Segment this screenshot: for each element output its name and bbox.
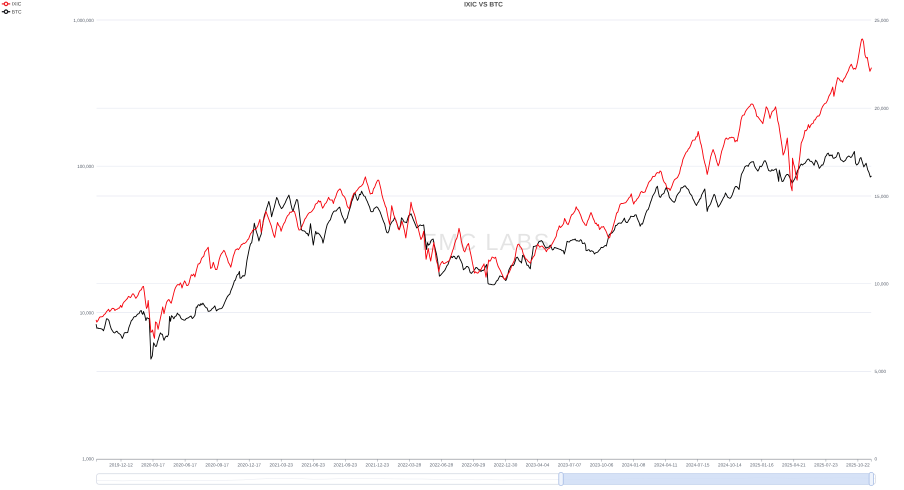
- svg-text:10,000: 10,000: [80, 310, 94, 315]
- svg-text:2020-12-17: 2020-12-17: [237, 462, 261, 467]
- svg-text:IXIC VS BTC: IXIC VS BTC: [464, 2, 503, 9]
- svg-text:2022-12-30: 2022-12-30: [494, 462, 518, 467]
- svg-text:IXIC: IXIC: [12, 2, 22, 8]
- svg-text:2023-07-07: 2023-07-07: [558, 462, 582, 467]
- svg-text:2022-06-28: 2022-06-28: [430, 462, 454, 467]
- svg-text:2021-12-23: 2021-12-23: [366, 462, 390, 467]
- svg-text:2023-10-06: 2023-10-06: [590, 462, 614, 467]
- svg-text:2025-04-21: 2025-04-21: [782, 462, 806, 467]
- svg-text:1,000: 1,000: [82, 457, 94, 462]
- svg-text:2024-04-11: 2024-04-11: [654, 462, 678, 467]
- svg-text:2020-06-17: 2020-06-17: [173, 462, 197, 467]
- svg-text:15,000: 15,000: [875, 194, 889, 199]
- svg-text:2020-09-17: 2020-09-17: [205, 462, 229, 467]
- svg-text:EMC LABS: EMC LABS: [421, 229, 550, 255]
- svg-text:2025-10-22: 2025-10-22: [846, 462, 870, 467]
- svg-text:20,000: 20,000: [875, 106, 889, 111]
- svg-text:5,000: 5,000: [875, 369, 887, 374]
- svg-text:2024-01-08: 2024-01-08: [622, 462, 646, 467]
- svg-text:2021-09-23: 2021-09-23: [334, 462, 358, 467]
- svg-text:2023-04-04: 2023-04-04: [526, 462, 550, 467]
- svg-text:2025-01-16: 2025-01-16: [750, 462, 774, 467]
- svg-text:100,000: 100,000: [77, 164, 94, 169]
- svg-text:BTC: BTC: [12, 10, 22, 16]
- svg-text:2022-03-28: 2022-03-28: [398, 462, 422, 467]
- svg-text:10,000: 10,000: [875, 282, 889, 287]
- svg-text:2019-12-12: 2019-12-12: [109, 462, 133, 467]
- svg-text:2021-06-23: 2021-06-23: [301, 462, 325, 467]
- svg-text:0: 0: [875, 457, 878, 462]
- svg-text:2024-07-15: 2024-07-15: [686, 462, 710, 467]
- svg-text:2025-07-23: 2025-07-23: [814, 462, 838, 467]
- svg-text:2020-03-17: 2020-03-17: [141, 462, 165, 467]
- svg-text:2024-10-14: 2024-10-14: [718, 462, 742, 467]
- svg-text:25,000: 25,000: [875, 18, 889, 23]
- svg-text:2022-09-29: 2022-09-29: [462, 462, 486, 467]
- svg-text:1,000,000: 1,000,000: [73, 18, 94, 23]
- svg-text:2021-03-23: 2021-03-23: [269, 462, 293, 467]
